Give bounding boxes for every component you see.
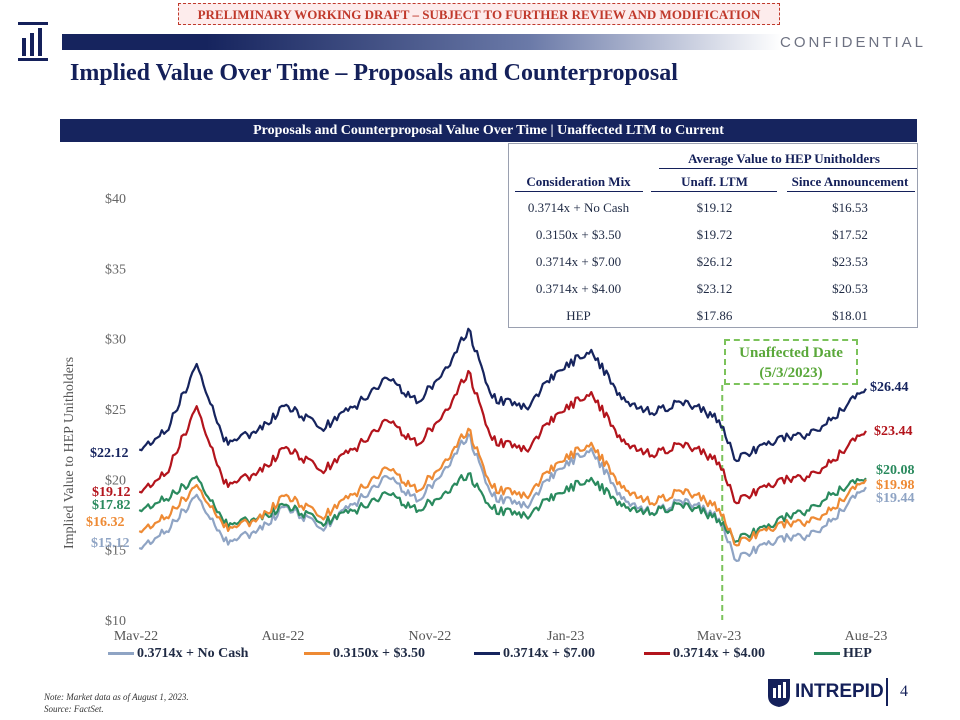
end-value-label: $23.44 xyxy=(874,424,913,439)
section-header: Proposals and Counterproposal Value Over… xyxy=(60,119,917,142)
legend-item: 0.3714x + $7.00 xyxy=(474,646,595,662)
col-header-mix: Consideration Mix xyxy=(526,174,631,189)
intrepid-logo-icon xyxy=(768,679,790,707)
legend-item: 0.3150x + $3.50 xyxy=(304,646,425,662)
cell-ltm: $19.72 xyxy=(696,227,733,242)
cell-ltm: $26.12 xyxy=(696,254,733,269)
y-tick-label: $25 xyxy=(105,403,126,418)
footer-divider xyxy=(886,678,888,706)
cell-mix: 0.3714x + $7.00 xyxy=(535,254,622,269)
table-row: HEP $17.86 $18.01 xyxy=(509,308,919,336)
cell-mix: HEP xyxy=(566,308,591,323)
col-underline xyxy=(651,191,777,192)
source-note: Source: FactSet. xyxy=(44,704,104,714)
legend-label: 0.3714x + No Cash xyxy=(137,646,249,661)
start-value-label: $16.32 xyxy=(86,515,125,530)
table-row: 0.3150x + $3.50 $19.72 $17.52 xyxy=(509,227,919,255)
end-value-label: $19.98 xyxy=(876,478,915,493)
cell-since: $18.01 xyxy=(832,308,868,323)
series-line xyxy=(138,369,867,505)
table-row: 0.3714x + $7.00 $26.12 $23.53 xyxy=(509,254,919,282)
x-tick-label: May-23 xyxy=(697,629,741,640)
table-row: 0.3714x + $4.00 $23.12 $20.53 xyxy=(509,281,919,309)
start-value-label: $17.82 xyxy=(92,498,131,513)
footnote: Note: Market data as of August 1, 2023. … xyxy=(44,691,189,715)
firm-logo-icon xyxy=(18,22,48,61)
page-title: Implied Value Over Time – Proposals and … xyxy=(70,60,678,86)
cell-since: $23.53 xyxy=(832,254,868,269)
cell-ltm: $19.12 xyxy=(696,200,733,215)
page-number: 4 xyxy=(900,683,908,700)
cell-since: $16.53 xyxy=(832,200,868,215)
legend-label: 0.3714x + $7.00 xyxy=(503,646,595,661)
cell-since: $17.52 xyxy=(832,227,868,242)
series-line xyxy=(138,433,867,562)
brand-name: INTREPID xyxy=(795,681,884,702)
start-value-label: $15.12 xyxy=(91,536,130,551)
x-tick-label: Aug-23 xyxy=(845,629,888,640)
x-tick-label: May-22 xyxy=(114,629,158,640)
col-header-ltm: Unaff. LTM xyxy=(681,174,748,189)
legend-label: 0.3150x + $3.50 xyxy=(333,646,425,661)
y-tick-label: $35 xyxy=(105,262,126,277)
y-tick-label: $40 xyxy=(105,192,126,207)
start-value-label: $19.12 xyxy=(92,485,131,500)
average-value-table: Average Value to HEP Unitholders Conside… xyxy=(508,143,918,328)
y-tick-label: $30 xyxy=(105,333,126,348)
series-line xyxy=(138,427,867,547)
unaffected-date-callout: Unaffected Date (5/3/2023) xyxy=(724,339,858,385)
legend-swatch xyxy=(108,652,134,656)
cell-mix: 0.3714x + $4.00 xyxy=(535,281,622,296)
col-header-since: Since Announcement xyxy=(791,174,909,189)
unaffected-date: (5/3/2023) xyxy=(759,365,823,381)
market-data-note: Note: Market data as of August 1, 2023. xyxy=(44,692,189,702)
cell-ltm: $17.86 xyxy=(696,308,733,323)
legend-item: 0.3714x + No Cash xyxy=(108,646,248,662)
header-bar xyxy=(62,34,782,50)
y-tick-label: $10 xyxy=(105,614,126,629)
end-value-label: $20.08 xyxy=(876,463,915,478)
legend-item: HEP xyxy=(814,646,872,662)
x-tick-label: Jan-23 xyxy=(547,629,584,640)
unaffected-label: Unaffected Date xyxy=(739,345,843,361)
y-tick-label: $20 xyxy=(105,473,126,488)
legend-swatch xyxy=(814,652,840,656)
cell-ltm: $23.12 xyxy=(696,281,733,296)
draft-banner: PRELIMINARY WORKING DRAFT – SUBJECT TO F… xyxy=(178,3,780,25)
table-group-underline xyxy=(659,168,917,169)
implied-value-chart: $10 $15 $20 $25 $30 $35 $40 May-22 Aug-22 Nov-22 J… xyxy=(86,192,915,640)
x-tick-label: Aug-22 xyxy=(262,629,305,640)
confidential-label: CONFIDENTIAL xyxy=(779,34,926,51)
cell-mix: 0.3714x + No Cash xyxy=(527,200,630,215)
end-value-label: $19.44 xyxy=(876,491,915,506)
start-value-label: $22.12 xyxy=(90,446,129,461)
chart-legend: 0.3714x + No Cash 0.3150x + $3.50 0.3714… xyxy=(108,646,928,666)
legend-item: 0.3714x + $4.00 xyxy=(644,646,765,662)
end-value-label: $26.44 xyxy=(870,380,909,395)
series-line xyxy=(138,327,867,463)
y-axis-title: Implied Value to HEP Unitholders xyxy=(62,356,77,550)
legend-label: 0.3714x + $4.00 xyxy=(673,646,765,661)
legend-label: HEP xyxy=(843,646,872,661)
cell-since: $20.53 xyxy=(832,281,868,296)
legend-swatch xyxy=(304,652,330,656)
series-line xyxy=(138,472,867,544)
col-underline xyxy=(787,191,915,192)
legend-swatch xyxy=(644,652,670,656)
x-tick-label: Nov-22 xyxy=(409,629,452,640)
col-underline xyxy=(515,191,643,192)
cell-mix: 0.3150x + $3.50 xyxy=(535,227,622,242)
legend-swatch xyxy=(474,652,500,656)
table-row: 0.3714x + No Cash $19.12 $16.53 xyxy=(509,200,919,228)
table-group-header: Average Value to HEP Unitholders xyxy=(688,151,880,166)
y-tick-label: $15 xyxy=(105,544,126,559)
